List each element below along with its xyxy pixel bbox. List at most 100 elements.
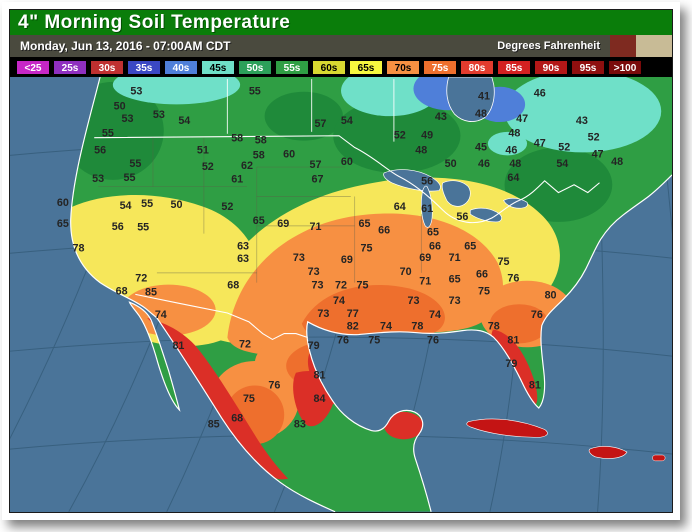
temp-label: 60: [283, 149, 295, 161]
legend-chip: 55s: [275, 59, 309, 75]
temp-label: 78: [411, 321, 423, 333]
temp-label: 79: [308, 340, 320, 352]
temp-label: 83: [294, 419, 306, 431]
temp-label: 78: [73, 243, 85, 255]
temp-label: 81: [172, 340, 184, 352]
legend-chip: 85s: [497, 59, 531, 75]
temp-label: 51: [197, 145, 209, 157]
title-bar: 4" Morning Soil Temperature: [10, 10, 672, 36]
islands: [466, 418, 666, 462]
content-frame: 4" Morning Soil Temperature Monday, Jun …: [9, 9, 673, 513]
temp-label: 73: [308, 266, 320, 278]
temp-label: 74: [429, 309, 441, 321]
temp-label: 60: [57, 197, 69, 209]
temp-label: 75: [243, 393, 255, 405]
temp-label: 54: [120, 200, 132, 212]
temp-label: 53: [92, 173, 104, 185]
temp-label: 52: [202, 161, 214, 173]
temp-label: 61: [231, 174, 243, 186]
temp-label: 75: [498, 256, 510, 268]
temp-label: 58: [231, 133, 243, 145]
logo-red-box: [610, 35, 636, 58]
temp-label: 47: [592, 149, 604, 161]
temp-label: 76: [427, 335, 439, 347]
temp-label: 64: [394, 201, 406, 213]
temp-label: 75: [357, 280, 369, 292]
temp-label: 73: [312, 280, 324, 292]
temp-label: 82: [347, 321, 359, 333]
temp-label: 69: [419, 252, 431, 264]
temp-label: 73: [293, 252, 305, 264]
page-title: 4" Morning Soil Temperature: [18, 11, 291, 33]
state-borders: [98, 137, 422, 283]
temp-label: 76: [507, 273, 519, 285]
temp-label: 81: [529, 380, 541, 392]
temp-label: 68: [227, 280, 239, 292]
temp-label: 75: [478, 286, 490, 298]
legend-chip: 70s: [386, 59, 420, 75]
temp-label: 50: [170, 199, 182, 211]
temp-label: 46: [534, 88, 546, 100]
temp-label: 68: [116, 286, 128, 298]
temp-label: 71: [419, 276, 431, 288]
temp-label: 54: [341, 115, 353, 127]
logo-tan-box: [636, 35, 672, 58]
temp-label: 79: [505, 358, 517, 370]
legend-chip: 60s: [312, 59, 346, 75]
temp-label: 57: [310, 159, 322, 171]
temp-label: 75: [368, 335, 380, 347]
temp-label: 55: [129, 158, 141, 170]
temp-label: 52: [558, 142, 570, 154]
temp-label: 76: [268, 380, 280, 392]
map-area: 53 55 41 46 50 43 48 47 43 53 53 54 57 54 55 58 58 52 49 48…: [10, 77, 672, 512]
temp-label: 65: [57, 218, 69, 230]
temp-label: 74: [155, 309, 167, 321]
temp-label: 66: [476, 269, 488, 281]
temp-label: 55: [141, 198, 153, 210]
temp-label: 72: [239, 338, 251, 350]
temp-label: 65: [464, 241, 476, 253]
legend-chip: 25s: [53, 59, 87, 75]
temp-label: 48: [611, 156, 623, 168]
temp-label: 74: [380, 321, 392, 333]
temp-label: 69: [341, 254, 353, 266]
temp-label: 75: [360, 243, 372, 255]
temp-label: 47: [534, 138, 546, 150]
temp-label: 63: [237, 241, 249, 253]
temp-label: 52: [588, 132, 600, 144]
temp-label: 55: [137, 222, 149, 234]
temp-label: 53: [122, 113, 134, 125]
temp-label: 70: [400, 266, 412, 278]
legend-chip: >100: [608, 59, 642, 75]
temp-label: 49: [421, 130, 433, 142]
legend-chip: 65s: [349, 59, 383, 75]
hudson-bay: [446, 77, 495, 123]
temp-label: 81: [313, 370, 325, 382]
temp-label: 56: [112, 221, 124, 233]
page-sheet: 4" Morning Soil Temperature Monday, Jun …: [2, 2, 680, 520]
temp-label: 60: [341, 156, 353, 168]
legend-chip: 40s: [164, 59, 198, 75]
temp-label: 65: [253, 215, 265, 227]
temp-label: 47: [516, 113, 528, 125]
temp-label: 56: [421, 176, 433, 188]
soil-temperature-map: 53 55 41 46 50 43 48 47 43 53 53 54 57 54 55 58 58 52 49 48…: [10, 77, 672, 512]
legend-bar: <25 25s 30s 35s 40s 45s 50s 55s 60s 65s 70s 75s 80s 8…: [10, 57, 672, 78]
legend-chip: 45s: [201, 59, 235, 75]
temp-label: 52: [221, 201, 233, 213]
legend-chip: 95s: [571, 59, 605, 75]
temp-label: 48: [509, 158, 521, 170]
baja-coastline: [128, 301, 181, 413]
national-borders: [94, 79, 600, 341]
temp-label: 80: [545, 290, 557, 302]
temp-label: 66: [429, 241, 441, 253]
temp-label: 65: [449, 274, 461, 286]
temp-label: 57: [314, 118, 326, 130]
temp-label: 46: [478, 158, 490, 170]
temp-label: 46: [505, 145, 517, 157]
map-datetime: Monday, Jun 13, 2016 - 07:00AM CDT: [20, 39, 231, 54]
temp-label: 85: [208, 419, 220, 431]
temperature-labels: 53 55 41 46 50 43 48 47 43 53 53 54 57 54 55 58 58 52 49 48…: [57, 86, 623, 431]
legend-chip: 50s: [238, 59, 272, 75]
temp-label: 54: [178, 115, 190, 127]
